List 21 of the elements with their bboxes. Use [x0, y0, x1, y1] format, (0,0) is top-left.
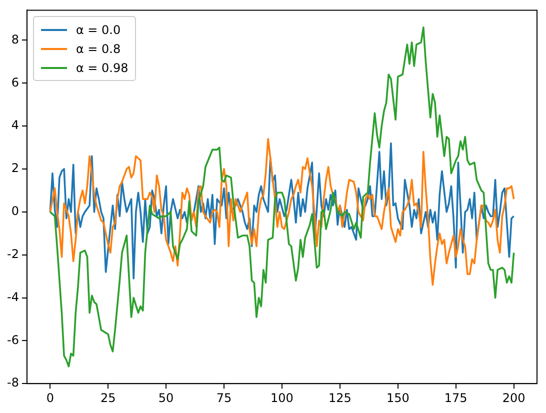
- y-tick-label: -4: [6, 290, 19, 304]
- y-tick-label: 6: [11, 75, 19, 90]
- x-tick-label: 75: [216, 390, 232, 405]
- legend-label: α = 0.0: [76, 22, 121, 37]
- y-tick-label: -8: [6, 376, 19, 390]
- x-tick-label: 200: [502, 390, 526, 405]
- y-tick-label: 0: [11, 204, 19, 218]
- y-tick-label: -2: [6, 246, 19, 261]
- legend-label: α = 0.98: [76, 60, 128, 75]
- x-tick-label: 25: [100, 390, 116, 405]
- legend-label: α = 0.8: [76, 42, 121, 56]
- y-tick-label: 4: [11, 118, 19, 132]
- x-tick-label: 50: [158, 390, 174, 405]
- x-tick-label: 175: [444, 390, 468, 405]
- x-tick-label: 150: [386, 390, 410, 405]
- x-tick-label: 125: [328, 390, 352, 405]
- x-tick-label: 0: [46, 390, 54, 405]
- y-tick-label: 8: [11, 32, 19, 46]
- y-tick-label: -6: [6, 332, 19, 347]
- x-tick-label: 100: [270, 390, 294, 405]
- y-tick-label: 2: [11, 161, 19, 176]
